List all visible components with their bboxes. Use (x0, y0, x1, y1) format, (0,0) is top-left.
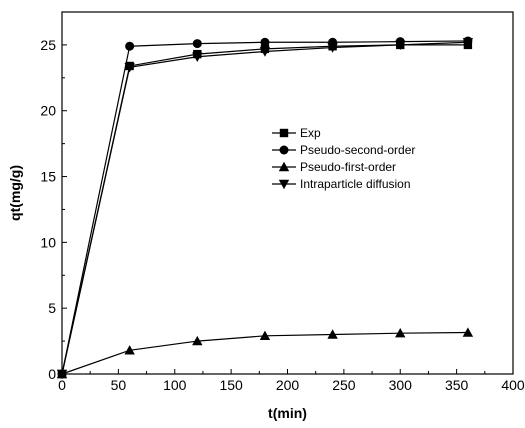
data-point-intraparticle-diffusion (192, 52, 203, 62)
series-line-pseudo-second-order (61, 40, 468, 375)
x-tick-label: 200 (276, 377, 300, 393)
data-point-intraparticle-diffusion (395, 40, 406, 51)
y-tick-label: 20 (40, 103, 56, 119)
legend-item-pseudo-first-order: Pseudo-first-order (272, 160, 396, 174)
series-line-intraparticle-diffusion (61, 41, 468, 375)
x-tick-label: 350 (445, 377, 469, 393)
data-point-pseudo-second-order (192, 39, 202, 49)
legend-label: Exp (300, 126, 321, 140)
data-point-pseudo-second-order (260, 37, 270, 47)
data-point-pseudo-first-order (192, 335, 203, 346)
y-tick-label: 0 (48, 366, 56, 382)
x-tick-label: 300 (389, 377, 413, 393)
legend-label: Pseudo-second-order (300, 143, 415, 157)
x-axis-title: t(min) (268, 405, 307, 421)
series-group (56, 36, 474, 380)
data-point-intraparticle-diffusion (124, 63, 135, 73)
legend-item-exp: Exp (272, 126, 321, 140)
y-tick-label: 25 (40, 37, 56, 53)
x-tick-label: 50 (111, 377, 127, 393)
legend-marker (278, 161, 290, 172)
series-intraparticle-diffusion (56, 38, 474, 380)
x-tick-label: 100 (163, 377, 187, 393)
data-point-pseudo-first-order (462, 327, 474, 337)
legend-marker (278, 179, 290, 190)
data-point-pseudo-first-order (259, 330, 271, 341)
legend-label: Pseudo-first-order (300, 160, 396, 174)
data-point-intraparticle-diffusion (327, 43, 338, 53)
legend-item-intraparticle-diffusion: Intraparticle diffusion (272, 177, 411, 191)
data-point-intraparticle-diffusion (462, 38, 474, 48)
y-tick-label: 10 (40, 234, 56, 250)
y-tick-label: 5 (48, 300, 56, 316)
data-point-pseudo-first-order (395, 327, 406, 338)
axis-ticks: 0 50 100 150 200 250 300 350 400 0 5 10 15 20 25 (40, 37, 524, 393)
x-tick-label: 0 (58, 377, 66, 393)
data-point-pseudo-second-order (125, 41, 135, 51)
legend: Exp Pseudo-second-order Pseudo-first-order… (272, 126, 415, 191)
x-tick-label: 400 (501, 377, 525, 393)
data-point-pseudo-first-order (124, 345, 135, 355)
x-tick-label: 250 (332, 377, 356, 393)
plot-frame (61, 11, 514, 375)
data-point-pseudo-first-order (327, 329, 338, 339)
series-pseudo-second-order (57, 36, 473, 379)
y-tick-label: 15 (40, 169, 56, 185)
legend-marker (279, 128, 289, 138)
legend-item-pseudo-second-order: Pseudo-second-order (272, 143, 415, 157)
data-point-intraparticle-diffusion (259, 47, 271, 57)
legend-label: Intraparticle diffusion (300, 177, 411, 191)
y-axis-title: qt(mg/g) (7, 165, 23, 221)
series-line-exp (61, 44, 468, 375)
series-pseudo-first-order (56, 327, 474, 379)
x-tick-label: 150 (219, 377, 243, 393)
legend-marker (279, 145, 289, 155)
